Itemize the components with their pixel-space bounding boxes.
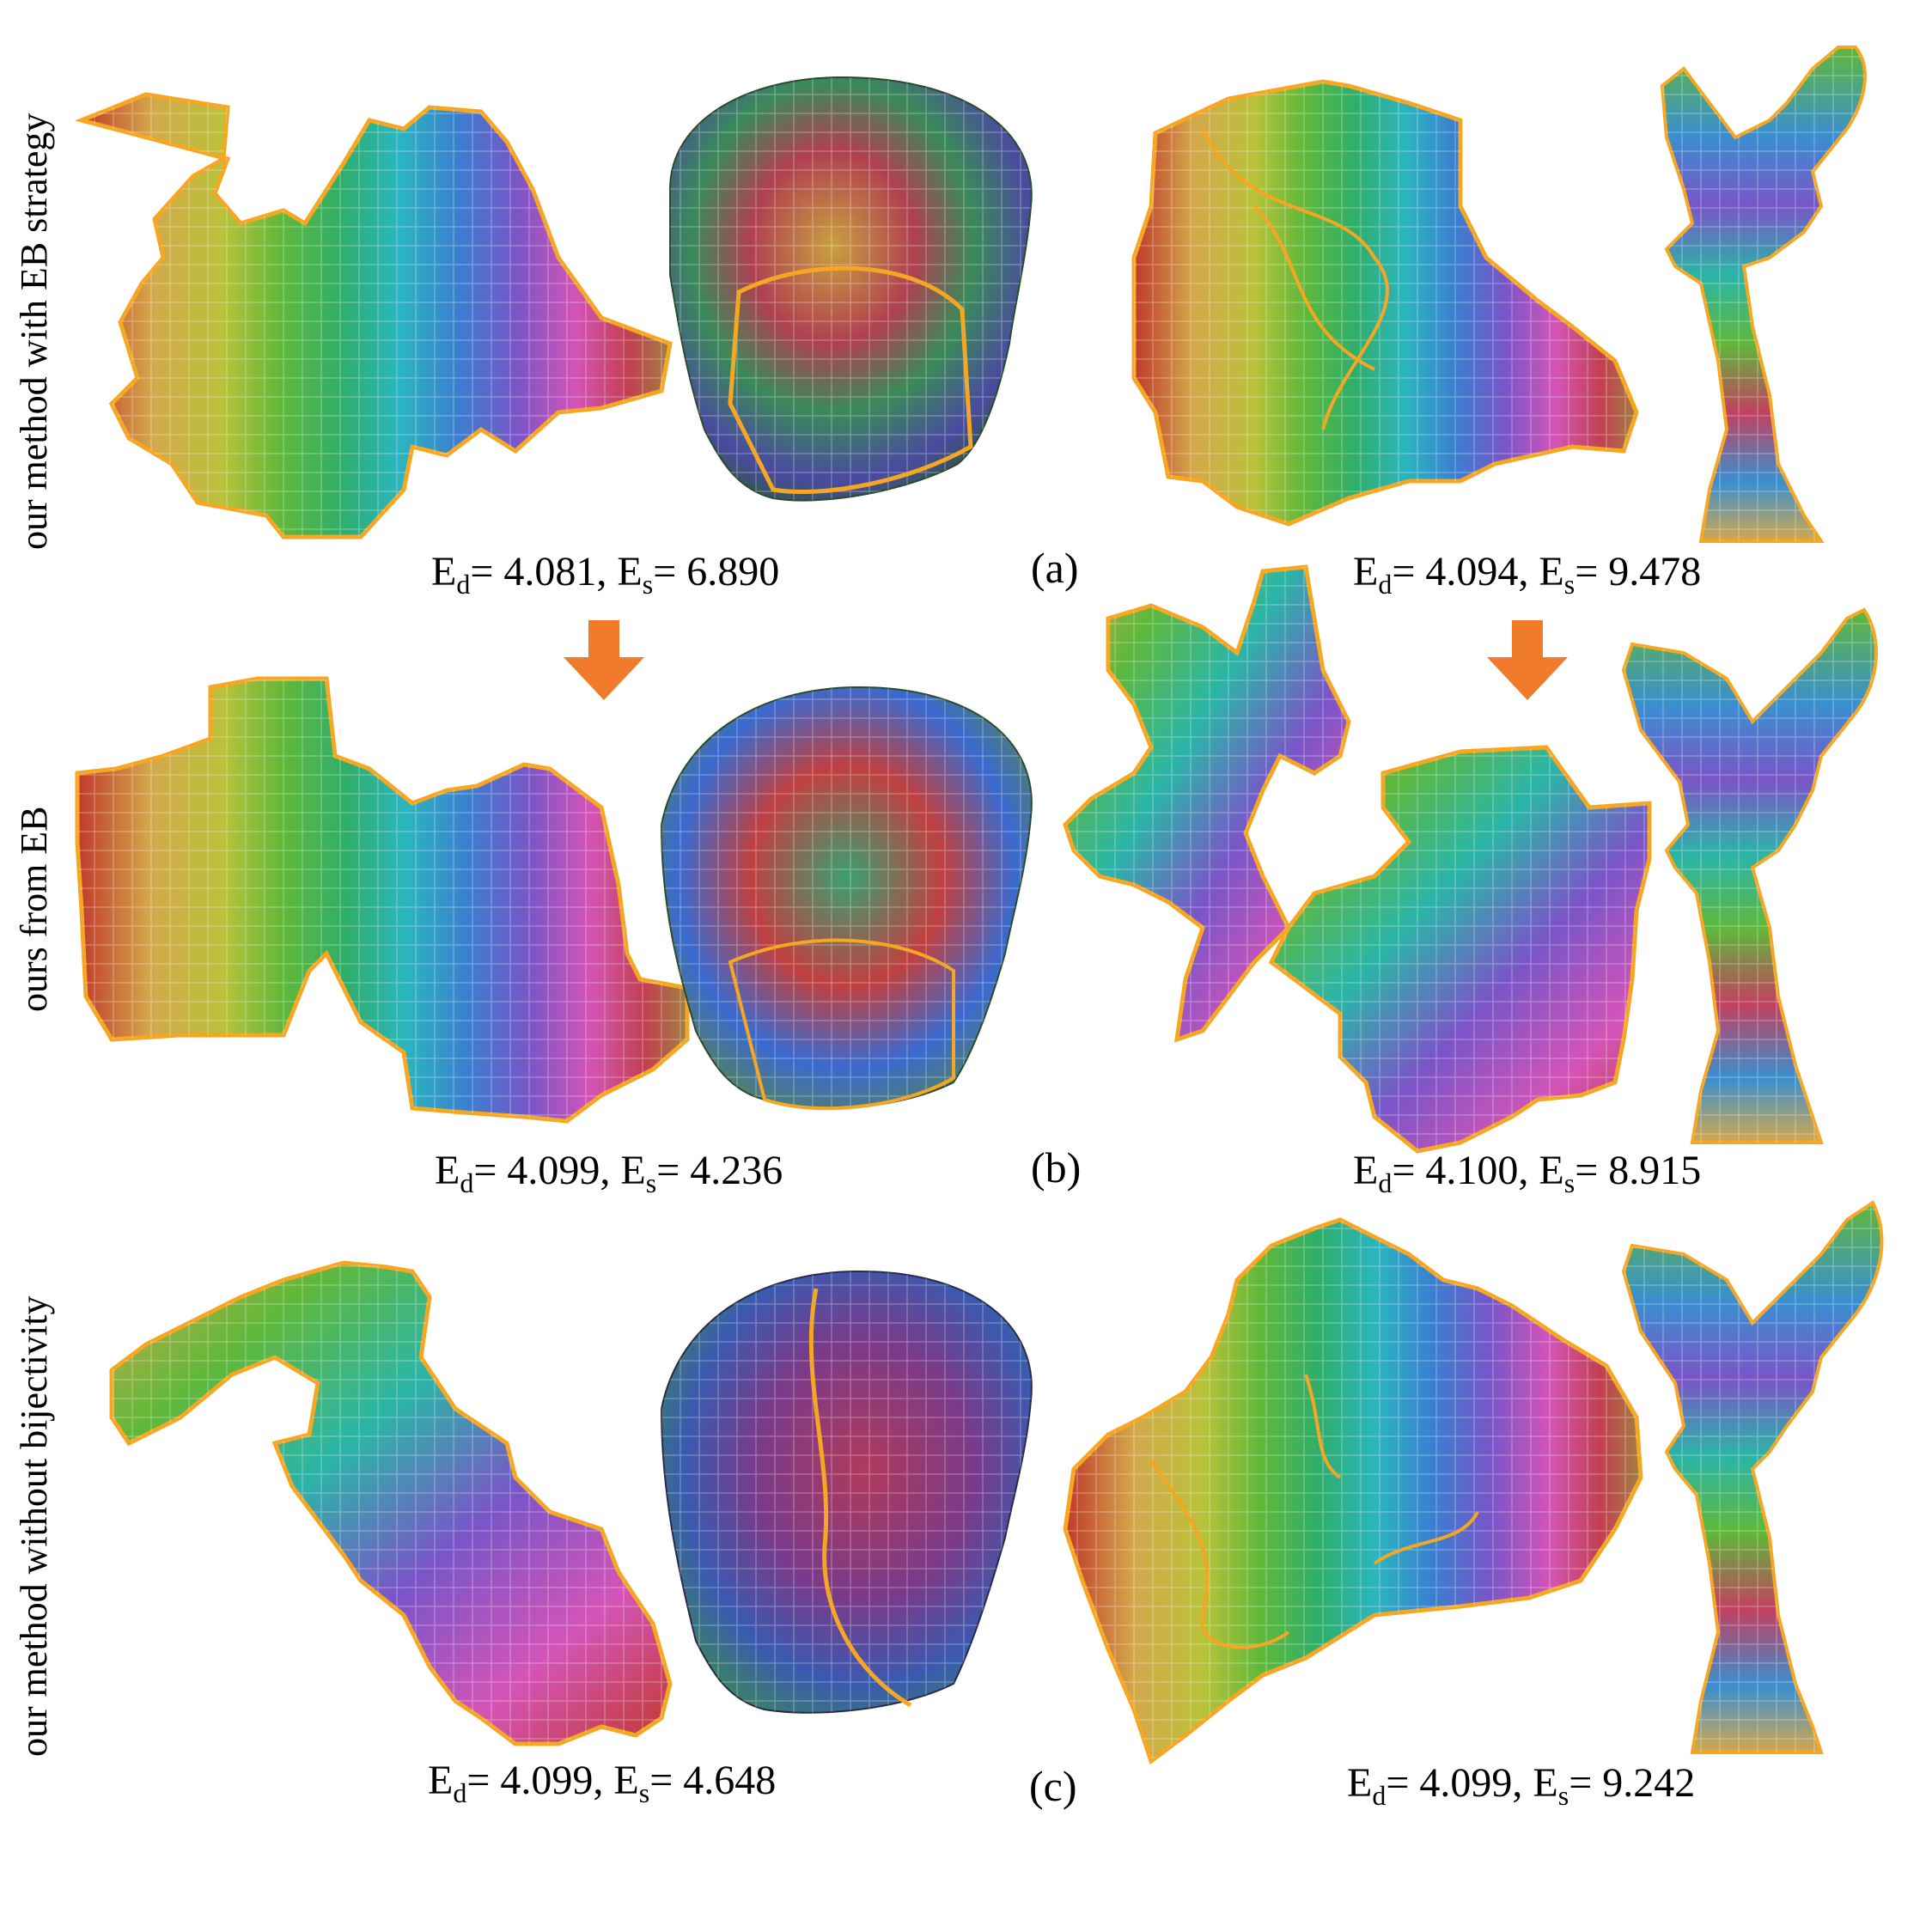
caption-a-left: Ed= 4.081, Es= 6.890 (431, 549, 780, 600)
angel-mesh-a (1660, 46, 1867, 543)
panel-tag-a: (a) (1031, 544, 1079, 592)
caption-b-left: Ed= 4.099, Es= 4.236 (435, 1148, 783, 1198)
caption-b-right: Ed= 4.100, Es= 8.915 (1353, 1148, 1702, 1198)
angel-mesh-c (1621, 1200, 1884, 1754)
head-mesh-a (669, 76, 1033, 502)
panel-tag-c: (c) (1029, 1762, 1077, 1810)
uv-map-b-left (75, 676, 690, 1124)
uv-map-c-left (109, 1260, 673, 1746)
caption-a-right: Ed= 4.094, Es= 9.478 (1353, 549, 1702, 600)
head-mesh-b (660, 686, 1033, 1111)
panel-tag-b: (b) (1031, 1143, 1082, 1192)
angel-mesh-b (1621, 607, 1878, 1144)
uv-map-b-right (1063, 564, 1652, 1154)
caption-c-right: Ed= 4.099, Es= 9.242 (1347, 1760, 1696, 1811)
uv-map-a-right (1131, 79, 1639, 527)
head-mesh-c (660, 1270, 1033, 1714)
caption-c-left: Ed= 4.099, Es= 4.648 (428, 1758, 777, 1808)
uv-map-a-left (75, 92, 673, 539)
uv-map-c-right (1063, 1217, 1643, 1765)
arrow-down-left (564, 620, 644, 700)
arrow-down-right (1487, 620, 1568, 700)
